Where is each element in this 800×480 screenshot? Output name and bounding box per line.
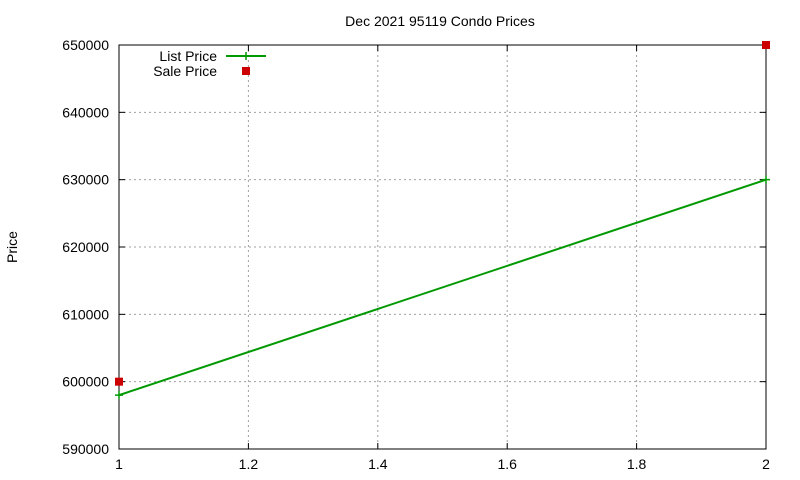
legend-label: Sale Price — [153, 63, 217, 79]
y-tick-label: 590000 — [62, 441, 109, 457]
x-tick-label: 1.4 — [368, 456, 388, 472]
series-sale-price — [115, 41, 770, 386]
x-tick-label: 1 — [115, 456, 123, 472]
x-tick-label: 2 — [762, 456, 770, 472]
legend-swatch — [242, 67, 250, 75]
plot-frame — [118, 44, 767, 450]
data-point — [762, 175, 770, 184]
y-tick-label: 620000 — [62, 239, 109, 255]
axis-ticks — [118, 44, 767, 450]
x-tick-label: 1.6 — [497, 456, 517, 472]
series-list-price — [115, 175, 770, 400]
y-tick-labels: 590000 600000 610000 620000 630000 640000 6500… — [62, 37, 109, 457]
y-tick-label: 610000 — [62, 306, 109, 322]
x-tick-label: 1.2 — [239, 456, 259, 472]
y-tick-label: 600000 — [62, 374, 109, 390]
data-point — [115, 391, 123, 400]
y-tick-label: 640000 — [62, 104, 109, 120]
legend-swatch-marker — [242, 52, 250, 60]
x-tick-labels: 1 1.2 1.4 1.6 1.8 2 — [115, 456, 770, 472]
chart-title: Dec 2021 95119 Condo Prices — [345, 13, 535, 29]
grid — [119, 45, 766, 449]
data-point — [115, 377, 123, 386]
y-tick-label: 650000 — [62, 37, 109, 53]
series-layer — [115, 41, 770, 400]
x-tick-label: 1.8 — [627, 456, 647, 472]
data-point — [762, 41, 770, 49]
y-tick-label: 630000 — [62, 172, 109, 188]
y-axis-label: Price — [4, 231, 20, 263]
legend-label: List Price — [159, 48, 217, 64]
series-line — [118, 178, 767, 397]
